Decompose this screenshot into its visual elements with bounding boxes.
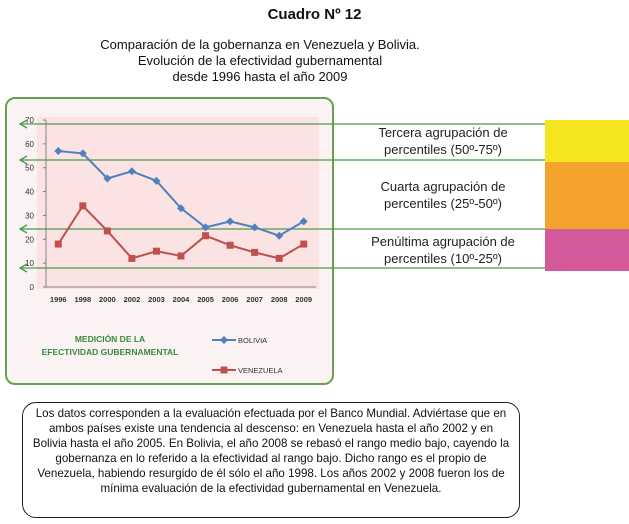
data-point-venezuela (226, 241, 234, 249)
x-tick-label: 2000 (99, 295, 116, 304)
legend-label-bolivia: BOLIVIA (238, 336, 267, 345)
band-label-third-line1: Tercera agrupación de (378, 125, 508, 140)
y-tick-label: 30 (25, 211, 34, 220)
x-tick-label: 1996 (50, 295, 67, 304)
data-point-bolivia (275, 231, 284, 240)
x-tick-label: 2004 (173, 295, 191, 304)
band-label-fourth: Cuarta agrupación de percentiles (25º-50… (345, 178, 541, 212)
subtitle-line-3: desde 1996 hasta el año 2009 (172, 69, 348, 84)
band-swatch-penultimate (545, 229, 629, 271)
data-point-bolivia (201, 223, 210, 232)
data-point-venezuela (251, 248, 259, 256)
note-text: Los datos corresponden a la evaluación e… (32, 407, 510, 495)
band-label-third: Tercera agrupación de percentiles (50º-7… (345, 124, 541, 158)
band-swatch-third (545, 120, 629, 162)
data-point-bolivia (226, 217, 235, 226)
guide-arrowhead (18, 263, 28, 273)
band-label-penultimate-line2: percentiles (10º-25º) (384, 251, 502, 266)
y-tick-label: 0 (30, 283, 35, 292)
page-title: Cuadro Nº 12 (267, 6, 362, 23)
data-point-venezuela (79, 202, 87, 210)
data-point-bolivia (152, 176, 161, 185)
y-tick-label: 10 (25, 259, 34, 268)
data-point-bolivia (177, 204, 185, 213)
x-tick-label: 2005 (197, 295, 214, 304)
chart-title-line1: MEDICIÓN DE LA (75, 333, 145, 344)
x-tick-label: 2007 (246, 295, 263, 304)
guide-arrowhead (18, 119, 28, 129)
data-point-venezuela (177, 252, 185, 260)
band-label-penultimate: Penúltima agrupación de percentiles (10º… (345, 233, 541, 267)
data-point-bolivia (127, 167, 136, 176)
y-tick-label: 70 (25, 116, 34, 125)
data-point-bolivia (78, 149, 87, 158)
x-tick-label: 2002 (124, 295, 141, 304)
data-point-bolivia (54, 147, 63, 156)
band-label-penultimate-line1: Penúltima agrupación de (371, 234, 515, 249)
x-tick-label: 1998 (74, 295, 91, 304)
chart-panel (5, 97, 334, 385)
x-tick-label: 2003 (148, 295, 165, 304)
data-point-venezuela (103, 227, 111, 235)
guide-arrowhead (18, 155, 28, 165)
x-tick-label: 2008 (271, 295, 288, 304)
band-label-third-line2: percentiles (50º-75º) (384, 142, 502, 157)
data-point-bolivia (250, 223, 259, 232)
subtitle-line-2: Evolución de la efectividad gubernamenta… (137, 53, 383, 68)
line-chart: 0 10 20 30 40 50 60 70 1996 1998 2000 2002 2003 2004 2… (18, 116, 545, 375)
data-point-venezuela (202, 232, 210, 240)
subtitle-line-1: Comparación de la gobernanza en Venezuel… (100, 37, 420, 52)
x-tick-label: 2009 (295, 295, 312, 304)
band-swatch-fourth (545, 162, 629, 229)
band-label-fourth-line2: percentiles (25º-50º) (384, 196, 502, 211)
data-point-bolivia (103, 174, 112, 183)
data-point-venezuela (128, 254, 136, 262)
guide-arrowhead (18, 224, 28, 234)
data-point-bolivia (299, 217, 308, 226)
legend-marker-venezuela (220, 366, 228, 374)
y-tick-label: 20 (25, 235, 34, 244)
y-tick-label: 40 (25, 188, 34, 197)
y-tick-label: 60 (25, 140, 34, 149)
data-point-venezuela (152, 247, 160, 255)
series-line-bolivia (58, 150, 305, 237)
note-box: Los datos corresponden a la evaluación e… (22, 402, 520, 518)
x-tick-label: 2006 (222, 295, 239, 304)
legend-label-venezuela: VENEZUELA (238, 366, 283, 375)
data-point-venezuela (300, 240, 308, 248)
band-label-fourth-line1: Cuarta agrupación de (380, 179, 506, 194)
chart-title-line2: EFECTIVIDAD GUBERNAMENTAL (42, 347, 179, 357)
legend-marker-bolivia (220, 336, 228, 344)
data-point-venezuela (54, 240, 62, 248)
y-tick-label: 50 (25, 164, 34, 173)
data-point-venezuela (275, 254, 283, 262)
